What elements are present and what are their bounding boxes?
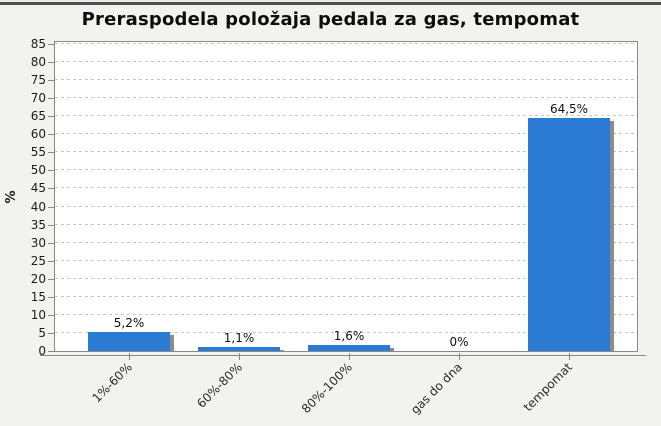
y-tick — [48, 80, 54, 81]
x-tick-label: 60%-80% — [194, 360, 245, 411]
bar — [308, 345, 394, 351]
x-tick — [349, 353, 350, 360]
y-tick-label: 20 — [30, 272, 46, 286]
gridline — [55, 278, 637, 279]
x-tick — [459, 353, 460, 360]
y-tick-label: 65 — [30, 109, 46, 123]
gridline — [55, 224, 637, 225]
y-tick — [48, 315, 54, 316]
y-tick-label: 15 — [30, 290, 46, 304]
x-tick-label: gas do dna — [408, 360, 465, 417]
y-tick-label: 75 — [30, 73, 46, 87]
y-tick-label: 10 — [30, 308, 46, 322]
y-tick — [48, 207, 54, 208]
y-tick — [48, 225, 54, 226]
y-tick — [48, 116, 54, 117]
y-tick — [48, 297, 54, 298]
y-tick — [48, 243, 54, 244]
y-tick-label: 0 — [38, 344, 46, 358]
y-tick-label: 40 — [30, 200, 46, 214]
y-tick-label: 80 — [30, 55, 46, 69]
y-tick-label: 45 — [30, 181, 46, 195]
gridline — [55, 206, 637, 207]
y-tick — [48, 261, 54, 262]
gridline — [55, 43, 637, 44]
gridline — [55, 97, 637, 98]
bar — [198, 347, 284, 351]
x-tick — [569, 353, 570, 360]
y-tick — [48, 62, 54, 63]
y-tick — [48, 333, 54, 334]
gridline — [55, 61, 637, 62]
y-tick — [48, 44, 54, 45]
gridline — [55, 151, 637, 152]
window-top-edge — [0, 0, 661, 5]
y-tick-label: 55 — [30, 145, 46, 159]
bar-value-label: 0% — [449, 335, 469, 349]
gridline — [55, 314, 637, 315]
gridline — [55, 260, 637, 261]
gridline — [55, 242, 637, 243]
gridline — [55, 296, 637, 297]
plot-area: 5,2% 1,1% 1,6% 0% 64,5% — [54, 41, 638, 352]
chart-title: Preraspodela položaja pedala za gas, tem… — [81, 9, 580, 30]
gridline — [55, 332, 637, 333]
x-tick — [129, 353, 130, 360]
y-tick-label: 50 — [30, 163, 46, 177]
y-tick-label: 85 — [30, 37, 46, 51]
y-tick-label: 60 — [30, 127, 46, 141]
y-tick — [48, 279, 54, 280]
y-tick-label: 70 — [30, 91, 46, 105]
y-tick-label: 30 — [30, 236, 46, 250]
y-tick — [48, 170, 54, 171]
bar-value-label: 5,2% — [113, 316, 145, 330]
gridline — [55, 187, 637, 188]
x-tick — [239, 353, 240, 360]
x-tick-label: 1%-60% — [89, 360, 135, 406]
gridline — [55, 79, 637, 80]
bar-value-label: 1,6% — [333, 329, 365, 343]
y-tick — [48, 188, 54, 189]
gridline — [55, 133, 637, 134]
y-tick-label: 35 — [30, 218, 46, 232]
x-tick-label: tempomat — [520, 360, 575, 415]
bar — [528, 118, 614, 351]
y-tick — [48, 351, 54, 352]
gridline — [55, 169, 637, 170]
bar — [88, 332, 174, 351]
y-tick — [48, 152, 54, 153]
bar-value-label: 1,1% — [223, 331, 255, 345]
y-tick-label: 5 — [38, 326, 46, 340]
y-tick-label: 25 — [30, 254, 46, 268]
bar-value-label: 64,5% — [549, 102, 589, 116]
x-tick-label: 80%-100% — [298, 360, 355, 417]
gridline — [55, 115, 637, 116]
y-tick — [48, 134, 54, 135]
y-tick — [48, 98, 54, 99]
x-axis-line — [40, 355, 646, 356]
